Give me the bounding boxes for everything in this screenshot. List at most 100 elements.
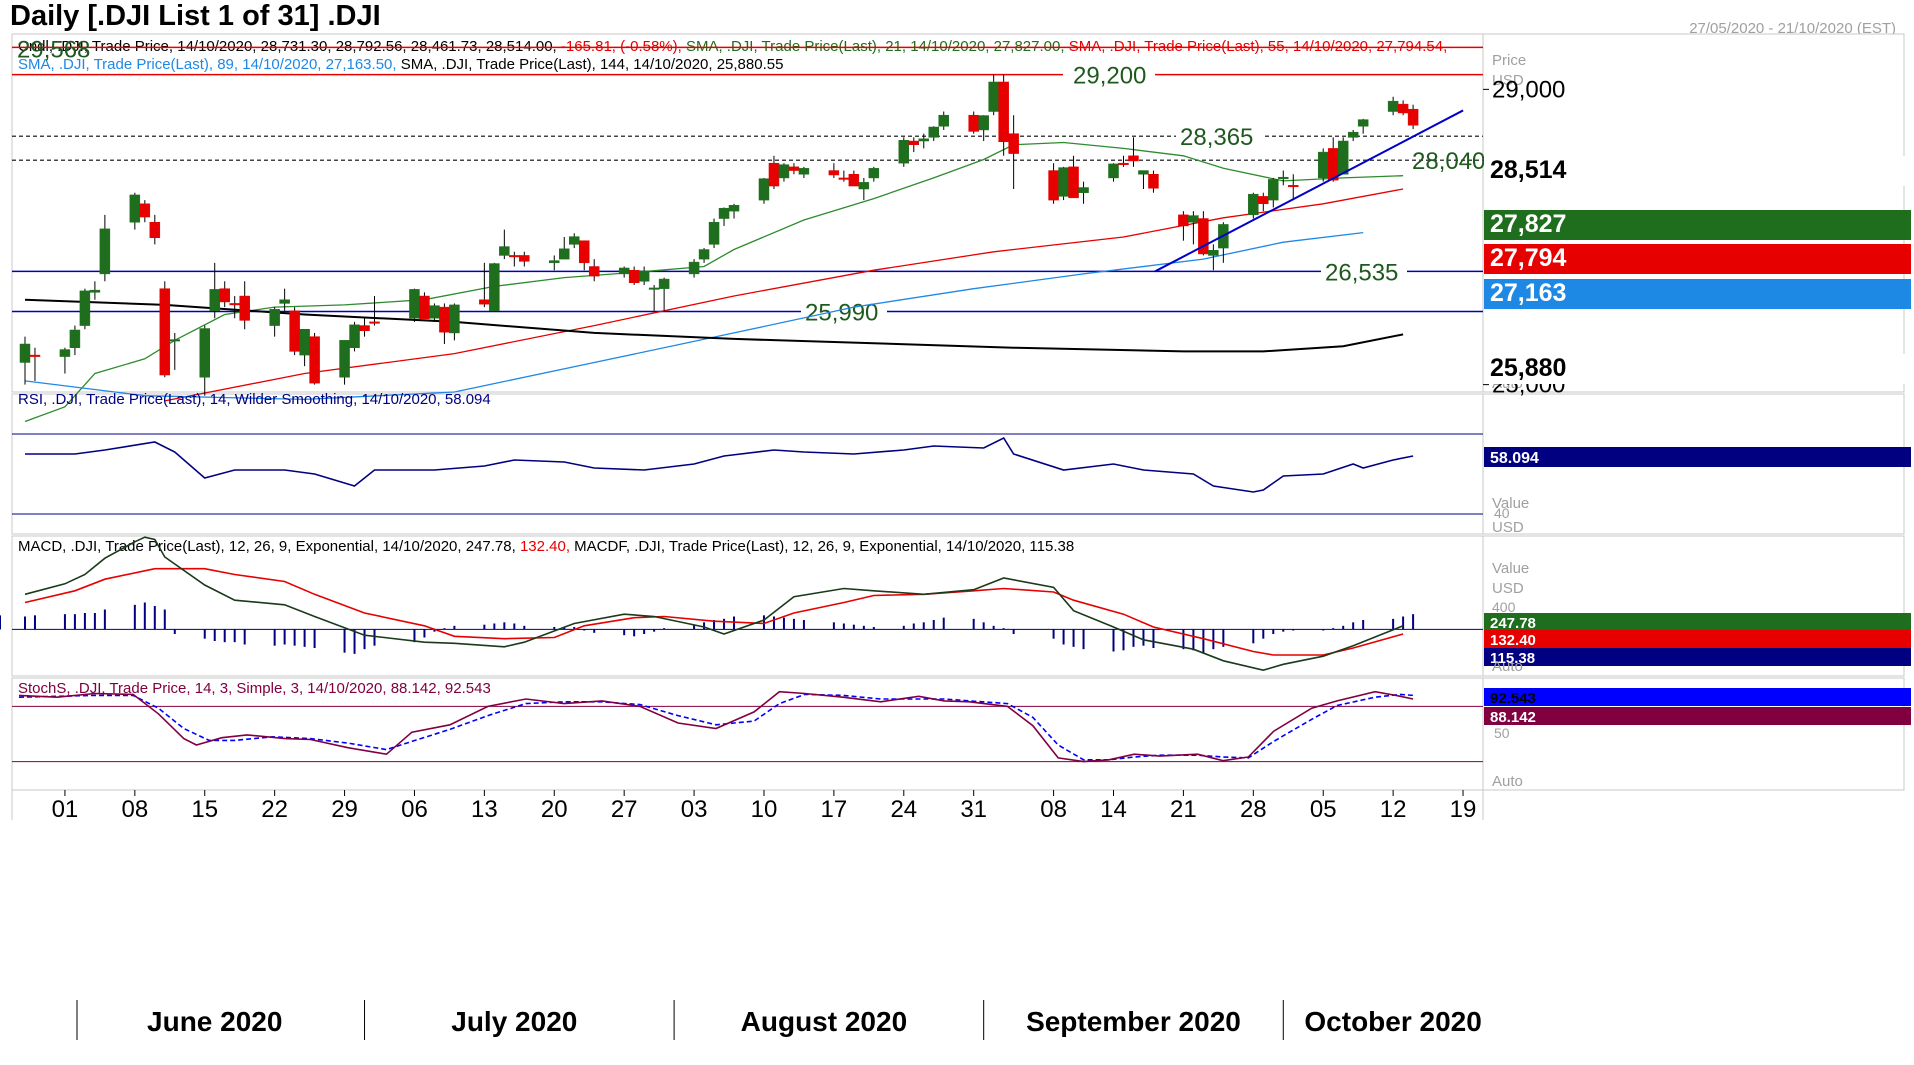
candle-body: [1248, 193, 1259, 216]
sma-line-sma-21: [24, 141, 1404, 423]
trendline: [1154, 109, 1464, 273]
candle-body: [768, 162, 780, 187]
macd-value-badge: [1484, 613, 1911, 631]
stoch-tick-50: 50: [1494, 725, 1510, 741]
price-value-label: 25,880: [1490, 354, 1566, 382]
candle-body: [1407, 108, 1419, 126]
candle-body: [339, 340, 350, 378]
candle-body: [309, 336, 320, 384]
macd-info-segment: MACD, .DJI, Trade Price(Last), 12, 26, 9…: [18, 538, 520, 555]
macd-info-segment: 132.40,: [520, 538, 574, 555]
x-day-label: 20: [541, 796, 568, 823]
candle-body: [69, 329, 81, 348]
rsi-tick-40: 40: [1494, 505, 1510, 521]
candle-body: [219, 288, 230, 303]
x-month-label: September 2020: [1026, 1006, 1241, 1037]
level-label: 28,040: [1412, 148, 1485, 175]
price-info-segment: SMA, .DJI, Trade Price(Last), 21, 14/10/…: [686, 38, 1069, 55]
candle-body: [1128, 155, 1139, 162]
x-month-label: June 2020: [147, 1006, 282, 1037]
macd-info-line: MACD, .DJI, Trade Price(Last), 12, 26, 9…: [18, 538, 1074, 555]
candle-body: [1138, 170, 1149, 175]
x-day-label: 12: [1380, 796, 1407, 823]
sma-info-segment: SMA, .DJI, Trade Price(Last), 89, 14/10/…: [18, 56, 401, 73]
candle-body: [509, 255, 520, 258]
candle-body: [209, 289, 220, 312]
price-info-segment: SMA, .DJI, Trade Price(Last), 55, 14/10/…: [1069, 38, 1448, 55]
candle-body: [1178, 214, 1189, 227]
candle-body: [998, 81, 1009, 143]
candle-body: [838, 177, 850, 180]
candle-body: [968, 114, 979, 132]
candle-body: [549, 260, 560, 264]
candle-body: [1278, 176, 1289, 179]
level-label-bg: [1176, 124, 1262, 151]
candle-body: [918, 138, 930, 142]
date-range-label: 27/05/2020 - 21/10/2020 (EST): [1689, 20, 1896, 37]
candle-body: [489, 263, 500, 312]
candle-body: [79, 290, 91, 326]
candle-body: [289, 310, 300, 352]
candle-body: [928, 126, 939, 138]
price-value-badge: [1484, 244, 1911, 274]
candle-body: [199, 328, 210, 378]
price-info-segment: -165.81, (-0.58%),: [561, 38, 686, 55]
macd-axis-unit: USD: [1492, 580, 1524, 597]
macd-signal-line: [24, 567, 1404, 656]
x-month-label: October 2020: [1304, 1006, 1481, 1037]
candle-body: [758, 178, 770, 201]
macd-value-label: 115.38: [1490, 650, 1535, 667]
stoch-auto-label: Auto: [1492, 773, 1523, 790]
candle-body: [519, 255, 530, 262]
candle-body: [369, 321, 380, 324]
rsi-axis-title: Value: [1492, 495, 1529, 512]
candle-body: [588, 266, 600, 277]
candle-body: [99, 228, 111, 275]
x-day-label: 29: [331, 796, 358, 823]
x-day-label: 13: [471, 796, 498, 823]
candle-body: [1317, 151, 1329, 179]
x-day-label: 17: [821, 796, 848, 823]
candle-body: [499, 246, 510, 256]
macd-auto-label: Auto: [1492, 658, 1523, 675]
price-tick-label: 29,000: [1492, 76, 1565, 103]
candle-body: [1008, 133, 1019, 154]
candle-body: [19, 343, 31, 363]
candle-body: [1208, 250, 1219, 256]
candle-body: [419, 295, 430, 320]
candle-body: [1387, 100, 1399, 112]
stoch-k-line: [18, 690, 1414, 763]
price-value-badge: [1484, 156, 1911, 186]
level-label: 29,200: [1073, 63, 1146, 90]
candle-body: [1108, 163, 1119, 179]
candle-body: [868, 168, 880, 179]
candle-body: [698, 249, 710, 260]
x-day-label: 08: [1040, 796, 1067, 823]
candle-body: [648, 287, 660, 290]
price-value-label: 27,794: [1490, 244, 1567, 272]
macd-value-badge: [1484, 648, 1911, 666]
candle-body: [798, 168, 810, 175]
candle-body: [349, 324, 360, 348]
candle-body: [628, 269, 640, 284]
candle-body: [658, 278, 670, 289]
level-label: 29,568: [17, 36, 90, 63]
candle-body: [1068, 166, 1079, 199]
candle-body: [559, 248, 570, 260]
candle-body: [1288, 185, 1299, 188]
sma-info-segment: SMA, .DJI, Trade Price(Last), 144, 14/10…: [401, 56, 784, 73]
chart-title: Daily [.DJI List 1 of 31] .DJI: [10, 0, 381, 32]
candle-body: [728, 204, 740, 212]
candle-body: [978, 115, 989, 131]
candle-body: [708, 221, 720, 245]
candle-body: [718, 207, 730, 219]
stoch-value-label: 92.543: [1490, 690, 1536, 707]
sma-line-sma-89: [24, 231, 1364, 401]
price-info-segment: Cndl, .DJI, Trade Price, 14/10/2020, 28,…: [18, 38, 561, 55]
candle-body: [858, 182, 870, 190]
candle-body: [1397, 103, 1409, 114]
candle-body: [938, 114, 949, 127]
candle-body: [439, 306, 450, 333]
